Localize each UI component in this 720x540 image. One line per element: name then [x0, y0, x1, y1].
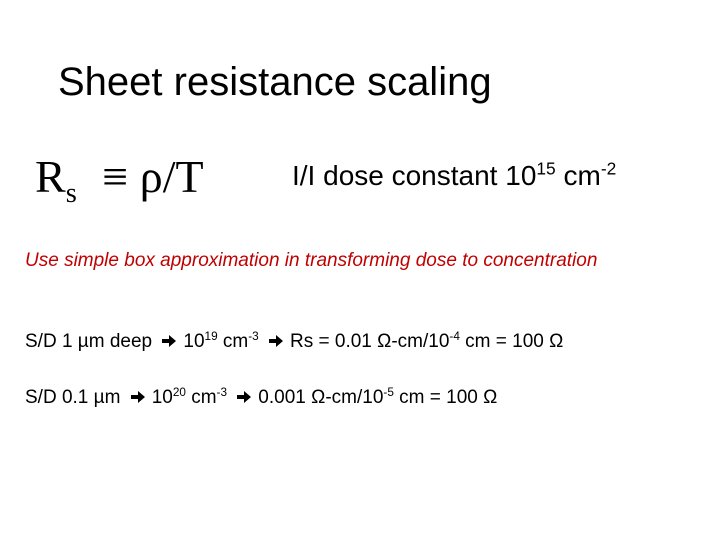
- concentration: 10: [183, 331, 205, 352]
- arrow-icon: [269, 335, 283, 347]
- arrow-icon: [237, 391, 252, 403]
- dose-line: I/I dose constant 1015 cm-2: [292, 160, 616, 192]
- dose-unit: cm: [563, 160, 601, 191]
- arrow-icon: [162, 335, 177, 347]
- formula-symbol: R: [35, 151, 66, 202]
- result: cm = 100 Ω: [399, 387, 498, 408]
- dose-unit-exp: -2: [600, 158, 617, 179]
- concentration: 10: [151, 387, 173, 408]
- example-line: S/D 1 µm deep 1019 cm-3 Rs = 0.01 Ω-cm/1…: [25, 331, 563, 353]
- concentration-unit: cm: [191, 387, 217, 408]
- concentration-unit: cm: [222, 331, 249, 352]
- formula-rest: ≡ ρ/T: [102, 151, 204, 202]
- concentration-exp: 20: [172, 385, 186, 399]
- formula-subscript: s: [65, 177, 77, 209]
- arrow-icon: [130, 391, 145, 403]
- note: Use simple box approximation in transfor…: [25, 250, 598, 271]
- concentration-unit-exp: -3: [216, 385, 228, 399]
- calculation: 0.001 Ω-cm/10: [258, 387, 384, 408]
- calculation-exp: -4: [449, 329, 460, 343]
- concentration-unit-exp: -3: [248, 329, 259, 343]
- slide-title: Sheet resistance scaling: [58, 60, 492, 104]
- result: cm = 100 Ω: [465, 331, 564, 352]
- example-line: S/D 0.1 µm 1020 cm-3 0.001 Ω-cm/10-5 cm …: [25, 387, 497, 409]
- concentration-exp: 19: [204, 329, 218, 343]
- calculation-exp: -5: [383, 385, 394, 399]
- dose-text: I/I dose constant 10: [292, 160, 537, 191]
- example-label: S/D 0.1 µm: [25, 387, 121, 408]
- example-label: S/D 1 µm deep: [25, 331, 153, 352]
- dose-exp: 15: [536, 158, 556, 179]
- formula: Rs ≡ ρ/T: [35, 150, 204, 208]
- calculation: Rs = 0.01 Ω-cm/10: [290, 331, 450, 352]
